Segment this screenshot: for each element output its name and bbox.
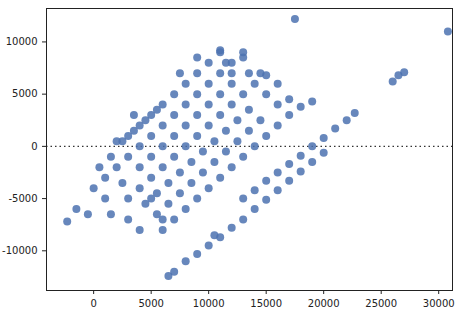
svg-text:10000: 10000: [6, 36, 38, 47]
svg-text:5000: 5000: [138, 298, 163, 309]
svg-text:30000: 30000: [423, 298, 455, 309]
svg-text:0: 0: [31, 141, 37, 152]
svg-text:20000: 20000: [308, 298, 340, 309]
svg-text:15000: 15000: [250, 298, 282, 309]
svg-text:-10000: -10000: [2, 245, 37, 256]
svg-text:5000: 5000: [12, 88, 37, 99]
svg-text:25000: 25000: [365, 298, 397, 309]
svg-text:-5000: -5000: [8, 193, 37, 204]
svg-text:0: 0: [90, 298, 96, 309]
svg-text:10000: 10000: [193, 298, 225, 309]
